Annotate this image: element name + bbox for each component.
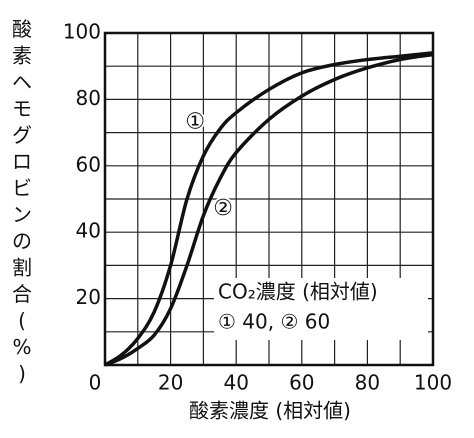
x-tick-label: 60 <box>289 371 314 395</box>
y-tick-label: 20 <box>76 285 101 309</box>
y-tick-label: 40 <box>76 219 101 243</box>
legend-title: CO₂濃度 (相対値) <box>218 280 378 304</box>
x-tick-label: 20 <box>158 371 183 395</box>
curve-label: ② <box>213 196 233 221</box>
x-axis-label: 酸素濃度 (相対値) <box>189 399 351 423</box>
x-tick-label: 100 <box>414 371 452 395</box>
y-tick-label: 100 <box>63 20 101 44</box>
x-tick-label: 0 <box>89 371 102 395</box>
plot-frame <box>103 31 435 367</box>
y-axis-label: 酸素ヘモグロビンの割合(%) <box>12 17 32 386</box>
legend-text: ① 40, ② 60 <box>218 310 330 334</box>
y-tick-label: 60 <box>76 152 101 176</box>
y-tick-label: 80 <box>76 86 101 110</box>
curve <box>104 51 434 367</box>
legend-box <box>214 278 428 340</box>
curve-label: ① <box>185 110 205 135</box>
x-tick-label: 80 <box>355 371 380 395</box>
x-tick-label: 40 <box>223 371 248 395</box>
curve <box>104 52 434 367</box>
